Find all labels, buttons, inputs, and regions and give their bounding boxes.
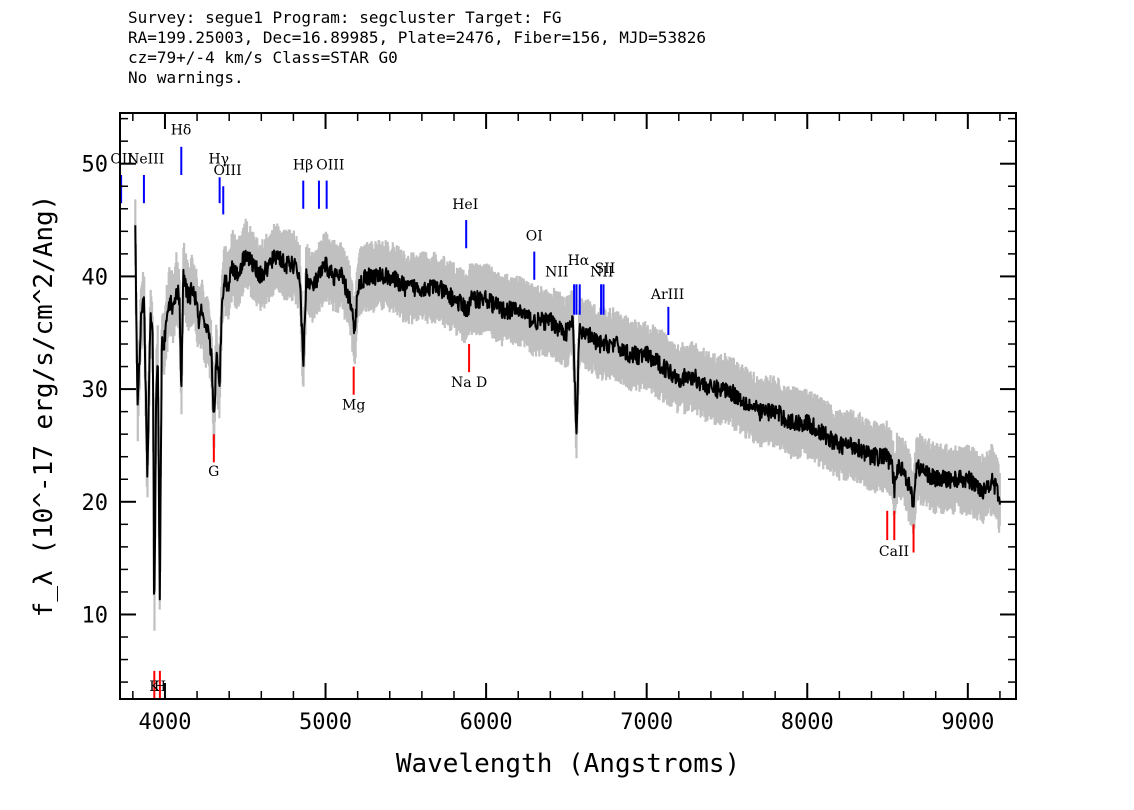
line-label-oiii: OIII (214, 163, 242, 179)
x-tick-label: 7000 (620, 710, 673, 735)
y-tick-label: 40 (82, 265, 109, 290)
line-label-g: G (208, 464, 219, 480)
line-label-k: K (149, 679, 160, 695)
header-survey-line: Survey: segue1 Program: segcluster Targe… (128, 8, 562, 27)
flux-series-layer (134, 225, 1001, 601)
line-label-h: H (154, 679, 166, 695)
line-label-h-: Hβ (293, 157, 313, 173)
header-redshift-line: cz=79+/-4 km/s Class=STAR G0 (128, 48, 398, 67)
plot-frame (119, 112, 1017, 700)
line-label-oiii: OIII (316, 157, 344, 173)
line-label-neiii: NeIII (127, 152, 164, 168)
line-label-h-: Hδ (171, 122, 192, 138)
header-coords-line: RA=199.25003, Dec=16.89985, Plate=2476, … (128, 28, 706, 47)
line-label-nii: NII (590, 264, 613, 280)
line-label-hei: HeI (452, 197, 478, 213)
y-axis-label: f_λ (10^-17 erg/s/cm^2/Ang) (29, 195, 59, 618)
y-tick-label: 20 (82, 491, 109, 516)
line-label-h-: Hα (568, 253, 590, 269)
x-tick-label: 4000 (138, 710, 191, 735)
header-warnings-line: No warnings. (128, 68, 244, 87)
x-tick-label: 8000 (781, 710, 834, 735)
y-tick-label: 10 (82, 603, 109, 628)
line-label-nii: NII (545, 264, 568, 280)
line-label-caii: CaII (879, 544, 909, 560)
line-label-ariii: ArIII (650, 287, 684, 303)
y-tick-label: 50 (82, 153, 109, 178)
spectrum-header: Survey: segue1 Program: segcluster Targe… (128, 8, 706, 88)
y-tick-label: 30 (82, 378, 109, 403)
line-label-sii: SII (595, 261, 616, 277)
axis-ticks-layer: 4000 5000 6000 7000 8000 9000 10 20 30 40 50 (82, 113, 1016, 735)
x-axis-label: Wavelength (Angstroms) (396, 749, 740, 779)
line-label-h-: Hγ (208, 152, 229, 168)
line-label-na-d: Na D (451, 375, 487, 391)
line-label-mg: Mg (342, 397, 365, 413)
x-tick-label: 6000 (460, 710, 513, 735)
x-tick-label: 5000 (299, 710, 352, 735)
line-label-oi: OI (526, 228, 543, 244)
x-tick-label: 9000 (941, 710, 994, 735)
flux-line (134, 225, 1001, 601)
